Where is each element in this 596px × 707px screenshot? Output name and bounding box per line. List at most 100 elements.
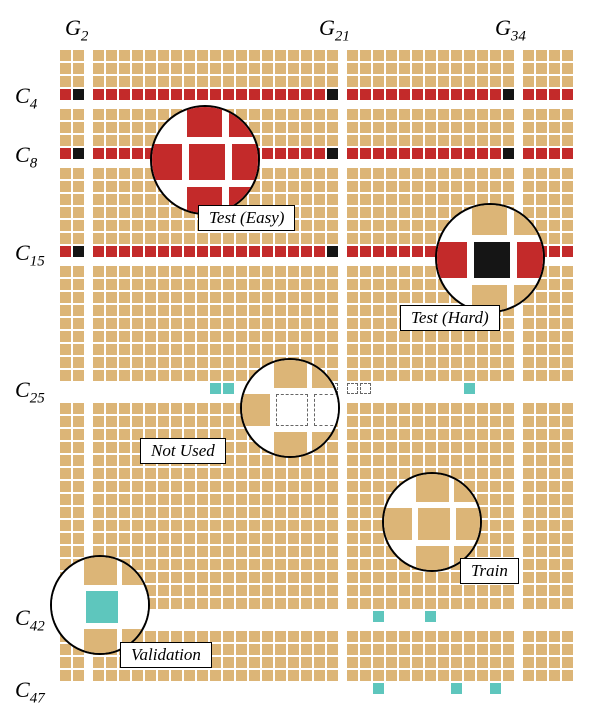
grid-cell bbox=[327, 546, 338, 557]
grid-cell bbox=[275, 305, 286, 316]
grid-cell bbox=[60, 50, 71, 61]
grid-cell bbox=[132, 416, 143, 427]
grid-cell bbox=[373, 292, 384, 303]
grid-cell bbox=[236, 572, 247, 583]
grid-cell bbox=[503, 50, 514, 61]
grid-cell bbox=[249, 455, 260, 466]
grid-cell bbox=[197, 266, 208, 277]
grid-cell bbox=[373, 683, 384, 694]
grid-cell bbox=[119, 181, 130, 192]
grid-cell bbox=[536, 533, 547, 544]
grid-cell bbox=[562, 266, 573, 277]
grid-cell bbox=[210, 546, 221, 557]
grid-cell bbox=[145, 50, 156, 61]
magnifier-cell bbox=[472, 205, 507, 235]
grid-cell bbox=[464, 89, 475, 100]
magnifier-cell bbox=[514, 205, 545, 235]
grid-cell bbox=[262, 572, 273, 583]
grid-cell bbox=[523, 135, 534, 146]
grid-cell bbox=[288, 559, 299, 570]
grid-cell bbox=[327, 559, 338, 570]
grid-cell bbox=[373, 533, 384, 544]
grid-cell bbox=[523, 572, 534, 583]
grid-cell bbox=[301, 279, 312, 290]
grid-cell bbox=[60, 292, 71, 303]
grid-cell bbox=[223, 331, 234, 342]
grid-cell bbox=[347, 168, 358, 179]
grid-cell bbox=[314, 455, 325, 466]
grid-cell bbox=[275, 233, 286, 244]
grid-cell bbox=[262, 109, 273, 120]
grid-cell bbox=[314, 331, 325, 342]
grid-cell bbox=[327, 631, 338, 642]
grid-cell bbox=[158, 468, 169, 479]
grid-cell bbox=[327, 657, 338, 668]
grid-cell bbox=[347, 305, 358, 316]
grid-cell bbox=[106, 657, 117, 668]
grid-cell bbox=[184, 233, 195, 244]
grid-cell bbox=[93, 292, 104, 303]
grid-cell bbox=[327, 148, 338, 159]
grid-cell bbox=[314, 305, 325, 316]
grid-cell bbox=[60, 89, 71, 100]
grid-cell bbox=[145, 63, 156, 74]
grid-cell bbox=[327, 194, 338, 205]
grid-cell bbox=[373, 481, 384, 492]
grid-cell bbox=[347, 266, 358, 277]
grid-cell bbox=[288, 194, 299, 205]
grid-cell bbox=[327, 507, 338, 518]
grid-cell bbox=[171, 507, 182, 518]
grid-cell bbox=[145, 109, 156, 120]
grid-cell bbox=[562, 148, 573, 159]
grid-cell bbox=[399, 220, 410, 231]
grid-cell bbox=[562, 546, 573, 557]
grid-cell bbox=[184, 559, 195, 570]
grid-cell bbox=[425, 357, 436, 368]
grid-cell bbox=[425, 644, 436, 655]
grid-cell bbox=[73, 279, 84, 290]
grid-cell bbox=[288, 279, 299, 290]
grid-cell bbox=[275, 559, 286, 570]
grid-cell bbox=[301, 657, 312, 668]
grid-cell bbox=[490, 598, 501, 609]
grid-cell bbox=[536, 135, 547, 146]
grid-cell bbox=[549, 233, 560, 244]
grid-cell bbox=[158, 520, 169, 531]
grid-cell bbox=[93, 233, 104, 244]
grid-cell bbox=[549, 331, 560, 342]
grid-cell bbox=[360, 670, 371, 681]
grid-cell bbox=[223, 63, 234, 74]
grid-cell bbox=[347, 89, 358, 100]
grid-cell bbox=[536, 416, 547, 427]
grid-cell bbox=[503, 644, 514, 655]
grid-cell bbox=[184, 89, 195, 100]
grid-cell bbox=[132, 370, 143, 381]
grid-cell bbox=[93, 122, 104, 133]
grid-cell bbox=[360, 403, 371, 414]
grid-cell bbox=[106, 292, 117, 303]
grid-cell bbox=[451, 429, 462, 440]
grid-cell bbox=[60, 481, 71, 492]
grid-cell bbox=[275, 598, 286, 609]
grid-cell bbox=[119, 63, 130, 74]
grid-cell bbox=[106, 135, 117, 146]
grid-cell bbox=[158, 631, 169, 642]
grid-cell bbox=[438, 657, 449, 668]
grid-cell bbox=[171, 494, 182, 505]
grid-cell bbox=[373, 598, 384, 609]
grid-cell bbox=[373, 468, 384, 479]
grid-cell bbox=[93, 148, 104, 159]
grid-cell bbox=[301, 572, 312, 583]
grid-cell bbox=[171, 533, 182, 544]
grid-cell bbox=[549, 520, 560, 531]
grid-cell bbox=[236, 631, 247, 642]
grid-cell bbox=[386, 266, 397, 277]
grid-cell bbox=[549, 89, 560, 100]
grid-cell bbox=[314, 220, 325, 231]
grid-cell bbox=[327, 246, 338, 257]
grid-cell bbox=[412, 344, 423, 355]
grid-cell bbox=[399, 403, 410, 414]
grid-cell bbox=[106, 403, 117, 414]
grid-cell bbox=[249, 533, 260, 544]
grid-cell bbox=[562, 585, 573, 596]
